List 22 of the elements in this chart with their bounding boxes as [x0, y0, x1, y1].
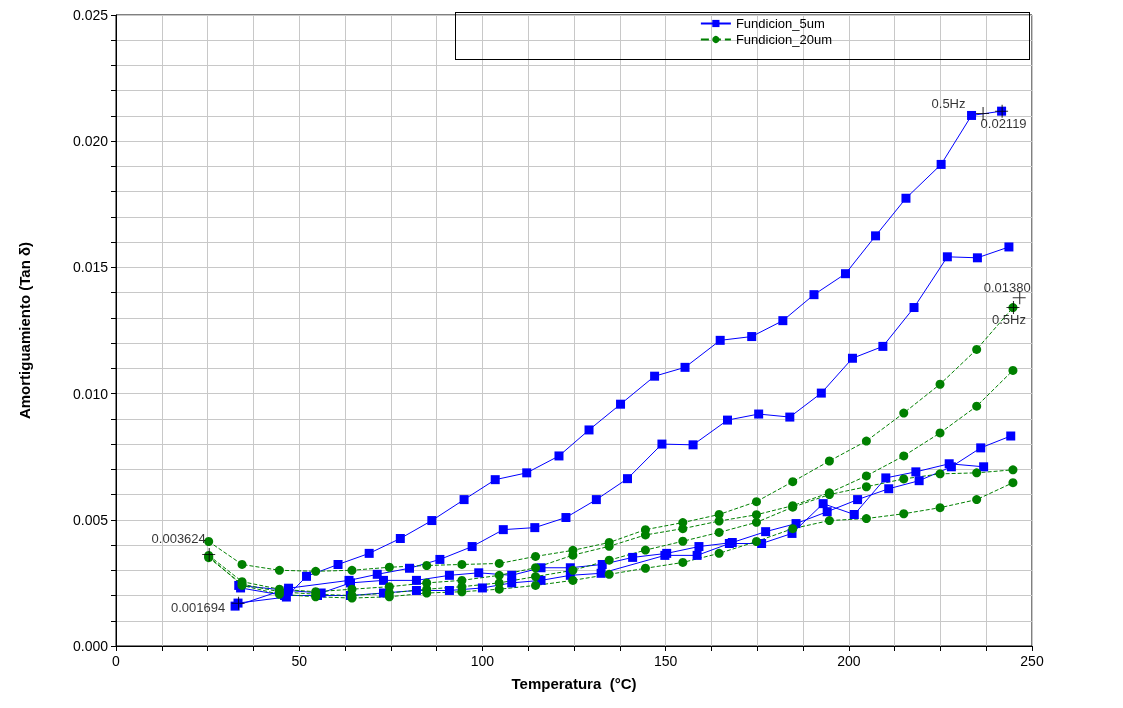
annotation: 0.02119 [980, 115, 1027, 131]
x-tick-label: 50 [291, 653, 308, 669]
y-tick-label: 0.015 [72, 259, 109, 276]
y-tick-label: 0.000 [72, 638, 109, 654]
y-axis-title: Amortiguamiento (Tan δ) [16, 241, 33, 420]
x-tick-label: 250 [1020, 653, 1044, 669]
annotation: 0.003624 [151, 531, 206, 547]
x-tick-label: 200 [837, 653, 861, 669]
x-tick-label: 0 [112, 653, 121, 669]
annotation: 0.5Hz [931, 95, 966, 111]
y-tick-label: 0.010 [72, 385, 109, 402]
y-tick-label: 0.025 [72, 7, 109, 23]
legend-label: Fundicion_5um [735, 16, 825, 31]
annotation: 0.001694 [170, 599, 226, 615]
x-tick-label: 100 [470, 653, 495, 669]
annotation: 0.5Hz [991, 312, 1026, 328]
annotation: 0.01380 [983, 280, 1031, 296]
x-tick-label: 150 [653, 653, 678, 669]
y-tick-label: 0.020 [72, 133, 109, 150]
x-axis-title: Temperatura (°C) [511, 675, 637, 692]
legend-label: Fundicion_20um [735, 32, 833, 47]
y-tick-label: 0.005 [72, 511, 109, 528]
